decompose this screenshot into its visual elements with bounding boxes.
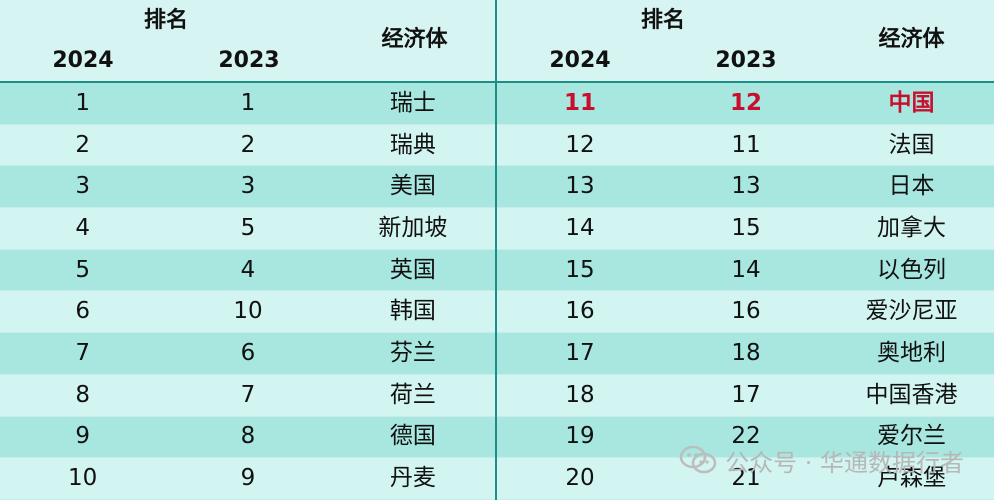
economy-cell: 韩国 bbox=[389, 298, 436, 325]
rank-2024-cell: 18 bbox=[565, 381, 595, 408]
rank-2024-cell: 12 bbox=[565, 131, 595, 158]
economy-cell: 日本 bbox=[888, 173, 935, 200]
table-row: 12 11 法国 bbox=[497, 124, 994, 167]
economy-cell: 芬兰 bbox=[389, 339, 436, 366]
table-row: 14 15 加拿大 bbox=[497, 208, 994, 250]
rank-2024-cell: 11 bbox=[563, 89, 596, 116]
rank-2023-cell: 11 bbox=[731, 131, 761, 158]
rank-2023-cell: 6 bbox=[240, 339, 256, 366]
table-row: 17 18 奥地利 bbox=[497, 333, 994, 375]
table-row: 6 10 韩国 bbox=[0, 291, 495, 334]
rank-2023-cell: 2 bbox=[240, 131, 256, 158]
rank-2023-cell: 13 bbox=[731, 173, 761, 200]
year-2023-header: 2023 bbox=[218, 48, 280, 73]
rank-2024-cell: 7 bbox=[75, 339, 90, 366]
rank-2024-cell: 4 bbox=[75, 214, 90, 241]
table-row: 9 8 德国 bbox=[0, 416, 495, 459]
table-row: 10 9 丹麦 bbox=[0, 458, 495, 500]
economy-cell: 瑞士 bbox=[389, 89, 436, 116]
table-row: 2 2 瑞典 bbox=[0, 124, 495, 167]
rank-2023-cell: 8 bbox=[240, 423, 256, 450]
economy-cell: 瑞典 bbox=[389, 131, 436, 158]
right-panel: 排名 2024 2023 经济体 11 12 中国 12 11 法国 13 13 日本 14 15 加… bbox=[497, 0, 994, 500]
table-row: 7 6 芬兰 bbox=[0, 333, 495, 375]
economy-cell: 德国 bbox=[389, 423, 436, 450]
rank-2023-cell: 16 bbox=[731, 298, 761, 325]
table-row: 13 13 日本 bbox=[497, 166, 994, 209]
rank-2023-cell: 18 bbox=[731, 339, 761, 366]
economy-cell: 美国 bbox=[389, 173, 436, 200]
rank-2023-cell: 21 bbox=[731, 465, 761, 492]
economy-cell: 中国 bbox=[888, 89, 935, 116]
rank-2024-cell: 14 bbox=[565, 214, 595, 241]
rank-2023-cell: 17 bbox=[731, 381, 761, 408]
watermark: 公众号 · 华通数据行者 bbox=[679, 440, 964, 480]
economy-cell: 以色列 bbox=[877, 256, 946, 283]
rank-2024-cell: 5 bbox=[75, 256, 90, 283]
economy-cell: 新加坡 bbox=[378, 214, 448, 241]
table-row: 20 21 卢森堡 bbox=[497, 458, 994, 500]
rank-2023-cell: 14 bbox=[731, 256, 761, 283]
table-row: 3 3 美国 bbox=[0, 166, 495, 209]
table-row: 4 5 新加坡 bbox=[0, 208, 495, 250]
rank-2024-cell: 15 bbox=[565, 256, 595, 283]
wechat-icon bbox=[679, 444, 717, 476]
right-rows: 11 12 中国 12 11 法国 13 13 日本 14 15 加拿大 15 14 以色列 16 16 爱沙尼亚… bbox=[497, 83, 994, 500]
right-header: 排名 2024 2023 经济体 bbox=[497, 0, 994, 83]
economy-header: 经济体 bbox=[878, 27, 945, 52]
rank-2024-cell: 13 bbox=[565, 173, 595, 200]
rank-2023-cell: 1 bbox=[240, 89, 256, 116]
economy-cell: 卢森堡 bbox=[877, 465, 946, 492]
economy-cell: 丹麦 bbox=[389, 465, 436, 492]
year-2024-header: 2024 bbox=[549, 48, 611, 73]
economy-cell: 英国 bbox=[389, 256, 436, 283]
table-row: 1 1 瑞士 bbox=[0, 83, 495, 125]
table-row: 5 4 英国 bbox=[0, 249, 495, 292]
rank-2024-cell: 20 bbox=[565, 465, 595, 492]
economy-cell: 加拿大 bbox=[877, 214, 946, 241]
rank-header: 排名 bbox=[143, 8, 188, 33]
rank-2024-cell: 2 bbox=[75, 131, 90, 158]
rank-2023-cell: 9 bbox=[240, 465, 256, 492]
rank-2024-cell: 19 bbox=[565, 423, 595, 450]
rank-2023-cell: 12 bbox=[729, 89, 762, 116]
table-row: 18 17 中国香港 bbox=[497, 374, 994, 417]
year-2023-header: 2023 bbox=[715, 48, 777, 73]
year-2024-header: 2024 bbox=[52, 48, 114, 73]
table-row: 11 12 中国 bbox=[497, 83, 994, 125]
left-rows: 1 1 瑞士 2 2 瑞典 3 3 美国 4 5 新加坡 5 4 英国 6 10 韩国 7 6 芬兰 8 7 荷兰 9 8 德国 10… bbox=[0, 83, 495, 500]
left-header: 排名 2024 2023 经济体 bbox=[0, 0, 495, 83]
rank-2023-cell: 7 bbox=[240, 381, 256, 408]
watermark-text: 公众号 · 华通数据行者 bbox=[725, 448, 964, 477]
table-row: 8 7 荷兰 bbox=[0, 374, 495, 417]
economy-cell: 奥地利 bbox=[877, 339, 946, 366]
table-row: 16 16 爱沙尼亚 bbox=[497, 291, 994, 334]
economy-header: 经济体 bbox=[381, 27, 448, 52]
economy-cell: 荷兰 bbox=[389, 381, 436, 408]
rank-2024-cell: 16 bbox=[565, 298, 595, 325]
rank-2023-cell: 22 bbox=[731, 423, 761, 450]
rank-2024-cell: 1 bbox=[75, 89, 90, 116]
rank-2024-cell: 17 bbox=[565, 339, 595, 366]
table-row: 15 14 以色列 bbox=[497, 249, 994, 292]
rank-2024-cell: 6 bbox=[75, 298, 90, 325]
rank-header: 排名 bbox=[640, 8, 685, 33]
rank-2023-cell: 10 bbox=[233, 298, 263, 325]
economy-cell: 中国香港 bbox=[865, 381, 958, 408]
rank-2024-cell: 8 bbox=[75, 381, 90, 408]
rank-2023-cell: 4 bbox=[240, 256, 256, 283]
economy-cell: 爱沙尼亚 bbox=[865, 298, 958, 325]
economy-cell: 爱尔兰 bbox=[877, 423, 946, 450]
rank-2023-cell: 5 bbox=[240, 214, 256, 241]
table-row: 19 22 爱尔兰 bbox=[497, 416, 994, 459]
rank-2024-cell: 9 bbox=[75, 423, 90, 450]
rank-2024-cell: 3 bbox=[75, 173, 90, 200]
left-panel: 排名 2024 2023 经济体 1 1 瑞士 2 2 瑞典 3 3 美国 4 5 新加坡 5 4 英国 6 1… bbox=[0, 0, 497, 500]
rank-2023-cell: 3 bbox=[240, 173, 256, 200]
economy-cell: 法国 bbox=[888, 131, 935, 158]
rank-2023-cell: 15 bbox=[731, 214, 761, 241]
rank-2024-cell: 10 bbox=[68, 465, 98, 492]
